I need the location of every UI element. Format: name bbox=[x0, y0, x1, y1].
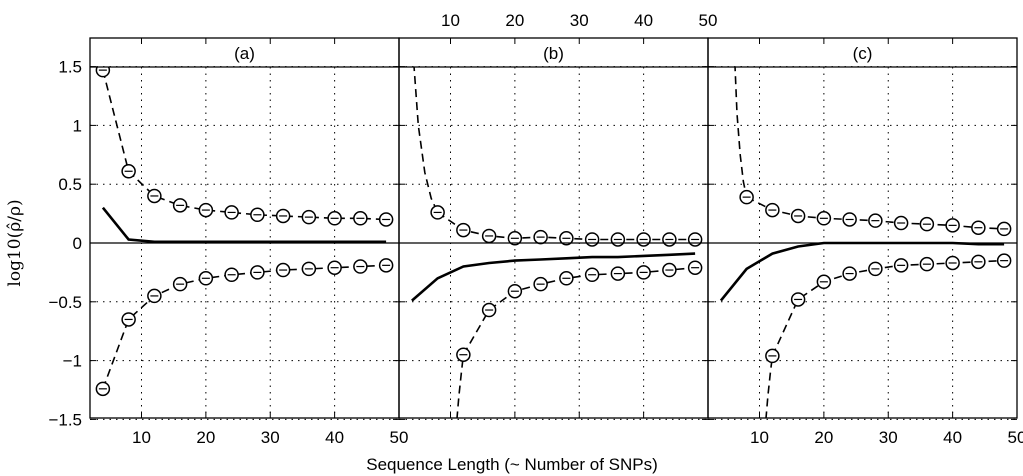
panel-label: (a) bbox=[234, 44, 255, 63]
y-tick-label: 1 bbox=[73, 116, 82, 135]
x-tick-label-bottom: 50 bbox=[390, 428, 409, 447]
x-tick-label-bottom: 40 bbox=[943, 428, 962, 447]
x-tick-label-bottom: 30 bbox=[261, 428, 280, 447]
upper-tail-line bbox=[413, 67, 439, 213]
upper-tail-line bbox=[734, 67, 748, 198]
x-tick-label-bottom: 50 bbox=[1008, 428, 1023, 447]
x-tick-label-bottom: 30 bbox=[879, 428, 898, 447]
panel-1-series bbox=[411, 67, 703, 418]
frame-layer bbox=[89, 37, 1018, 420]
lower-bound-line bbox=[102, 264, 387, 390]
panel-label: (b) bbox=[543, 44, 564, 63]
panel-frame bbox=[707, 37, 1018, 419]
panel-label: (c) bbox=[853, 44, 873, 63]
x-tick-label-bottom: 40 bbox=[325, 428, 344, 447]
upper-bound-point bbox=[95, 67, 111, 78]
y-tick-label: 0.5 bbox=[58, 175, 82, 194]
lower-bound-line bbox=[771, 259, 1005, 357]
x-tick-label-top: 30 bbox=[570, 11, 589, 30]
lower-tail-line bbox=[456, 354, 465, 418]
lower-tail-line bbox=[765, 355, 774, 418]
x-axis-title: Sequence Length (~ Number of SNPs) bbox=[366, 455, 658, 474]
x-tick-label-top: 10 bbox=[441, 11, 460, 30]
x-tick-label-top: 40 bbox=[634, 11, 653, 30]
median-line bbox=[101, 206, 387, 244]
x-tick-label-bottom: 20 bbox=[814, 428, 833, 447]
panel-2-series bbox=[719, 67, 1012, 418]
x-tick-label-bottom: 10 bbox=[750, 428, 769, 447]
y-tick-label: −0.5 bbox=[48, 293, 82, 312]
median-line bbox=[411, 252, 696, 302]
panel-0-series bbox=[95, 67, 394, 397]
data-layer bbox=[95, 67, 1012, 418]
x-tick-label-top: 20 bbox=[505, 11, 524, 30]
y-tick-label: 0 bbox=[73, 234, 82, 253]
lower-bound-line bbox=[462, 266, 696, 356]
upper-bound-line bbox=[102, 69, 387, 221]
y-tick-label: 1.5 bbox=[58, 58, 82, 77]
y-tick-label: −1 bbox=[63, 352, 82, 371]
x-tick-label-top: 50 bbox=[699, 11, 718, 30]
y-tick-label: −1.5 bbox=[48, 410, 82, 429]
label-layer: (a) (b) (c) 1.5 1 0.5 0 −0.5 −1 −1.5 10 20 30 40 50 10 2… bbox=[48, 11, 1023, 447]
x-tick-label-bottom: 10 bbox=[132, 428, 151, 447]
y-axis-title: log10(ρ̂/ρ) bbox=[5, 199, 25, 286]
x-tick-label-bottom: 20 bbox=[196, 428, 215, 447]
